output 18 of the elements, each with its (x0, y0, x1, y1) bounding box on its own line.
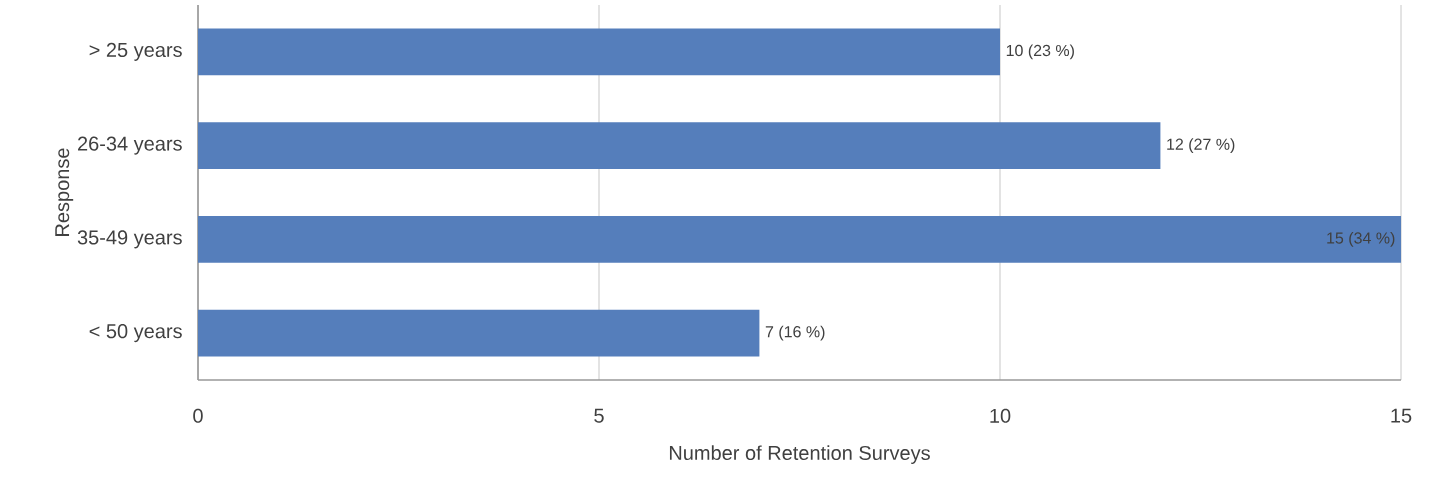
data-label: 15 (34 %) (1327, 231, 1395, 247)
y-tick-label: 35-49 years (77, 230, 182, 249)
data-label: 10 (23 %) (1006, 44, 1074, 60)
y-tick-label: 26-34 years (78, 136, 182, 155)
data-label: 12 (27 %) (1167, 138, 1235, 154)
bar (198, 215, 1402, 263)
x-tick-label: 10 (990, 408, 1011, 423)
bar (198, 28, 1001, 76)
bar (198, 309, 760, 357)
x-tick-label: 15 (1391, 408, 1412, 423)
x-tick-label: 5 (594, 408, 604, 423)
bar (198, 122, 1161, 170)
y-tick-label: < 50 years (89, 324, 182, 343)
x-tick-label: 0 (193, 408, 203, 423)
data-label: 7 (16 %) (765, 325, 825, 341)
y-axis-title: Response (55, 148, 74, 236)
x-axis-title: Number of Retention Surveys (669, 445, 930, 464)
y-tick-label: > 25 years (89, 42, 182, 61)
